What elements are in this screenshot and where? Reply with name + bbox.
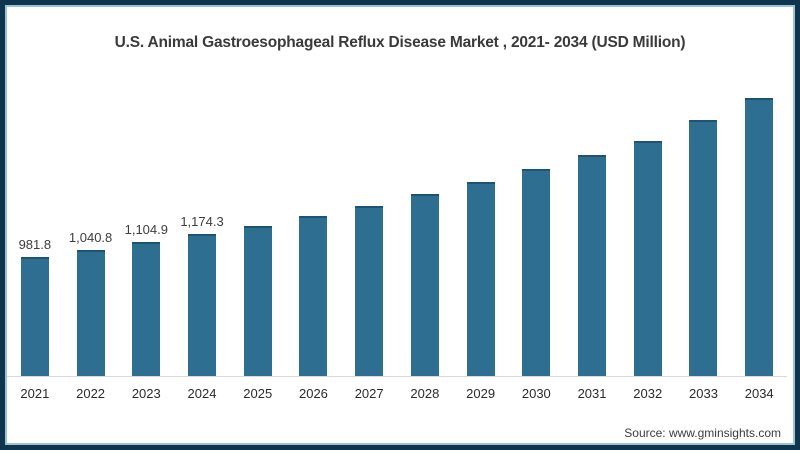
chart-canvas: U.S. Animal Gastroesophageal Reflux Dise… xyxy=(5,5,795,445)
bar xyxy=(132,242,161,376)
bar-column xyxy=(453,182,509,376)
bar-column xyxy=(731,98,787,376)
bar-column xyxy=(397,194,453,376)
bar-column xyxy=(286,216,342,376)
x-axis-label: 2024 xyxy=(187,386,217,401)
x-axis-label: 2031 xyxy=(577,386,607,401)
bar-column: 1,104.9 xyxy=(118,222,174,376)
x-axis-label: 2034 xyxy=(744,386,774,401)
bar-column: 1,174.3 xyxy=(174,214,230,376)
x-axis-label: 2033 xyxy=(689,386,718,401)
bar xyxy=(633,141,662,376)
bar xyxy=(410,194,439,376)
x-axis-label: 2032 xyxy=(633,386,663,401)
bar-column: 1,040.8 xyxy=(63,230,119,376)
bar-column xyxy=(564,155,620,376)
bar-column xyxy=(230,226,286,376)
bar xyxy=(578,155,607,376)
x-axis-label: 2022 xyxy=(76,386,106,401)
bar xyxy=(522,169,551,376)
x-axis-label: 2025 xyxy=(243,386,273,401)
plot-area: 981.8 1,040.8 1,104.9 1,174.3 xyxy=(7,87,787,377)
chart-title: U.S. Animal Gastroesophageal Reflux Dise… xyxy=(114,34,686,51)
bar xyxy=(299,216,328,376)
bar-column xyxy=(508,169,564,376)
bar xyxy=(243,226,272,376)
bar-column xyxy=(620,141,676,376)
bar-value-label: 1,104.9 xyxy=(124,222,168,237)
bar-column xyxy=(676,120,732,376)
bar xyxy=(745,98,774,376)
x-axis-label: 2026 xyxy=(298,386,328,401)
bar xyxy=(20,257,49,376)
bar xyxy=(355,206,384,376)
bar xyxy=(689,120,718,376)
source-credit: Source: www.gminsights.com xyxy=(624,426,781,440)
bar xyxy=(466,182,495,376)
bar-column: 981.8 xyxy=(7,237,63,376)
bar-value-label: 1,040.8 xyxy=(68,230,113,245)
x-axis-label: 2027 xyxy=(354,386,384,401)
bar xyxy=(76,250,105,376)
bar-value-label: 981.8 xyxy=(18,237,52,252)
x-axis-label: 2028 xyxy=(410,386,440,401)
x-axis-label: 2030 xyxy=(521,386,551,401)
bar-column xyxy=(341,206,397,376)
x-axis-label: 2021 xyxy=(20,386,50,401)
bar xyxy=(188,234,217,376)
bar-value-label: 1,174.3 xyxy=(180,214,224,229)
x-axis: 2021 2022 2023 2024 2025 2026 2027 2028 2029 2030… xyxy=(7,377,787,401)
x-axis-label: 2029 xyxy=(466,386,496,401)
x-axis-label: 2023 xyxy=(131,386,161,401)
